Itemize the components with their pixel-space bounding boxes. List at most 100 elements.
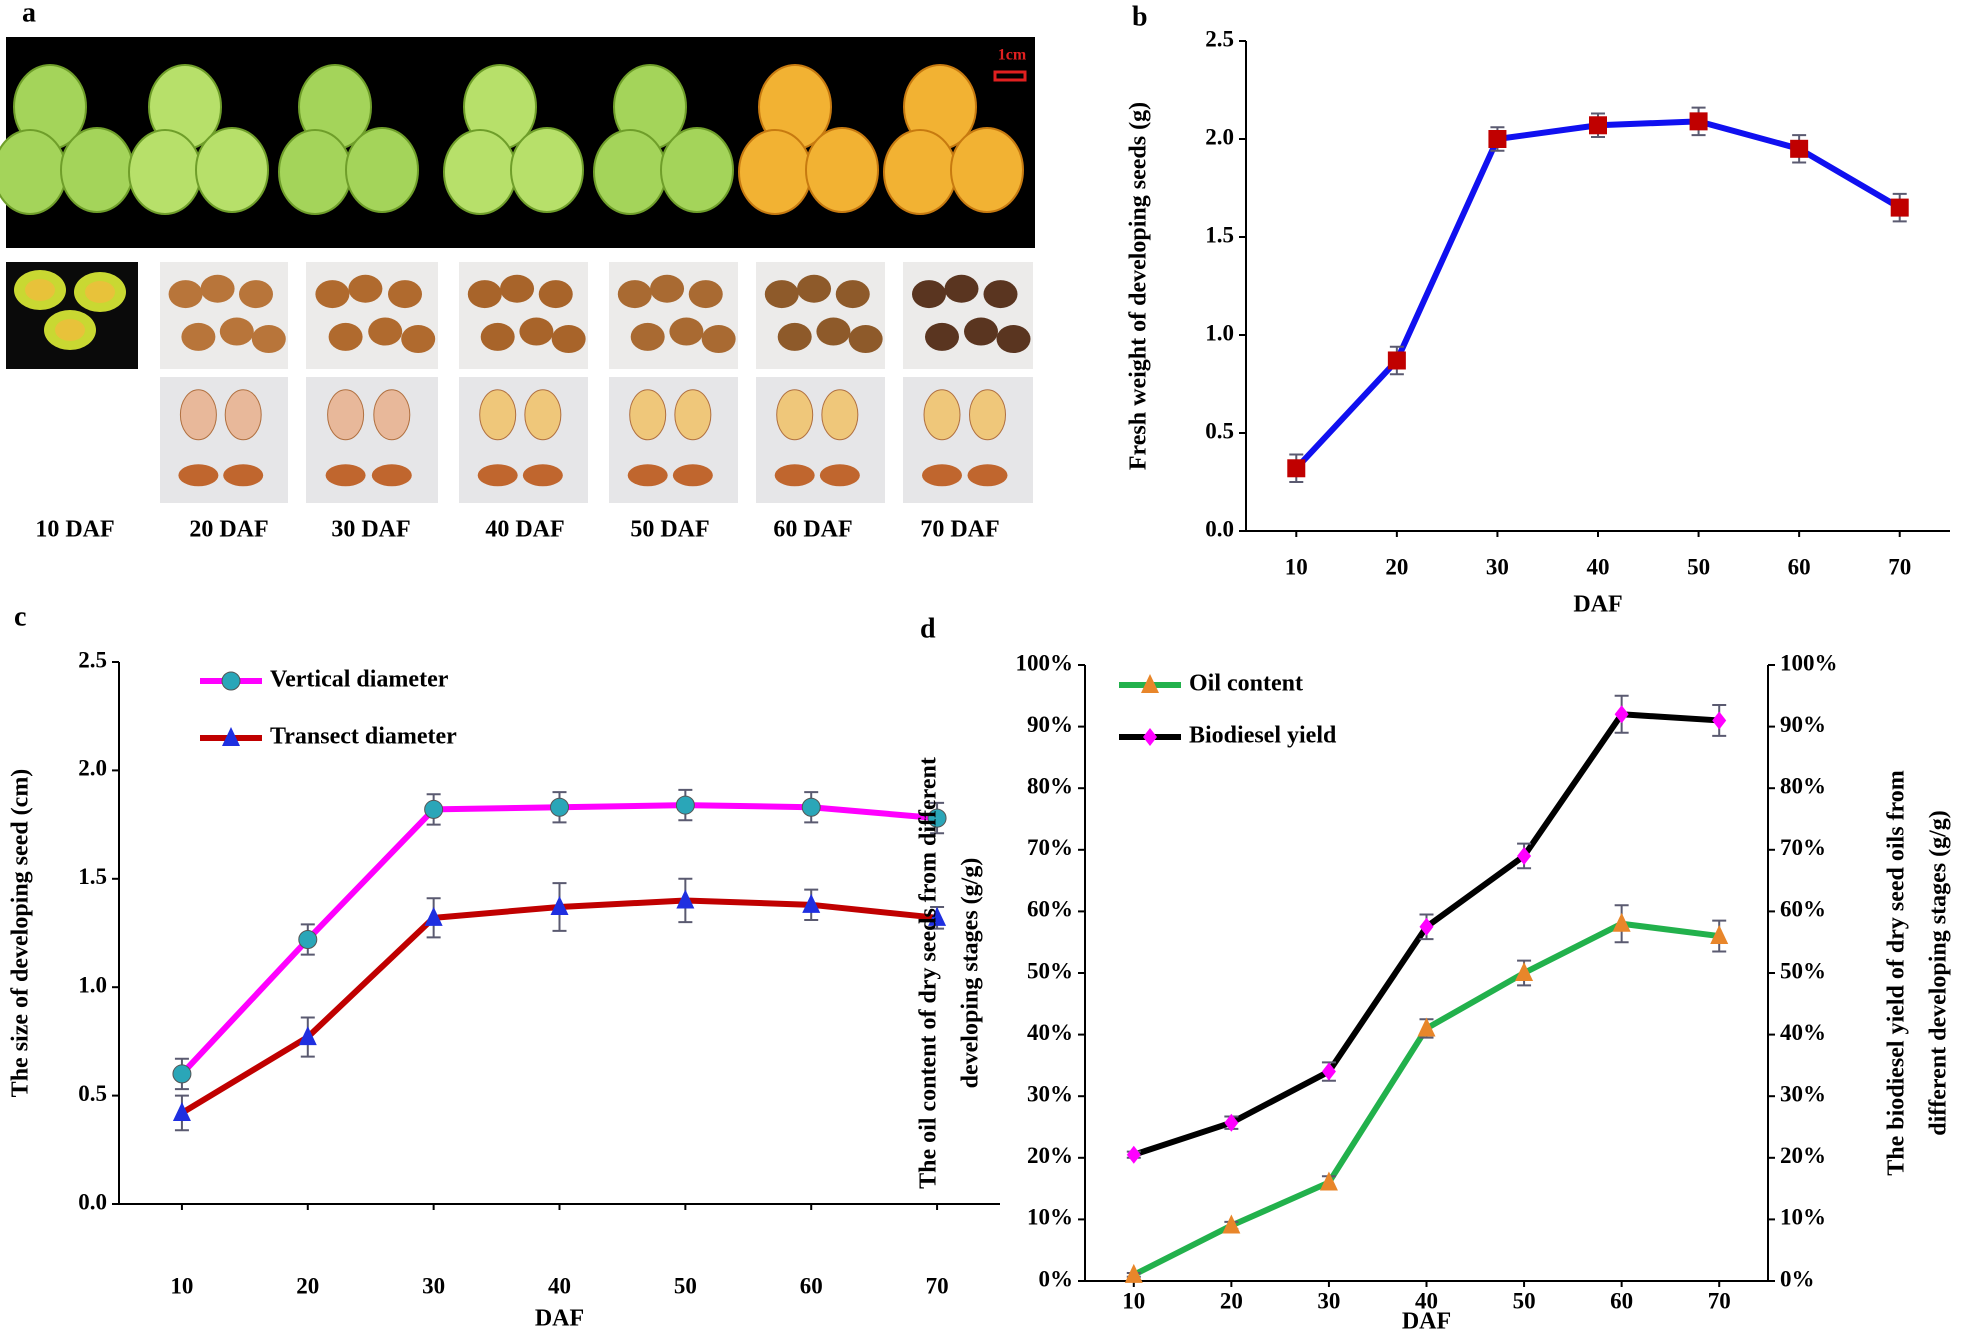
- marker: [1488, 130, 1507, 148]
- seed: [777, 322, 812, 351]
- fruit: [345, 127, 419, 213]
- x-tick-label: 10: [170, 1273, 193, 1298]
- marker: [1124, 1263, 1143, 1283]
- marker: [1387, 351, 1406, 370]
- kernel-half: [819, 464, 860, 487]
- y2-tick-label: 80%: [1780, 773, 1826, 798]
- y-axis-label: The oil content of dry seeds from differ…: [916, 757, 942, 1189]
- legend-label: Biodiesel yield: [1189, 723, 1337, 749]
- marker: [927, 808, 947, 828]
- seed: [996, 325, 1031, 354]
- seed: [797, 274, 832, 303]
- seed: [315, 280, 350, 309]
- y-tick-label: 2.5: [1205, 26, 1234, 51]
- y-axis-label: The size of developing seed (cm): [8, 769, 34, 1098]
- fruit: [660, 127, 734, 213]
- marker: [1321, 1062, 1336, 1081]
- seed: [200, 274, 235, 303]
- y2-axis-label: The biodiesel yield of dry seed oils fro…: [1884, 770, 1910, 1176]
- y-tick-label: 2.0: [78, 756, 107, 781]
- y-tick-label: 50%: [1027, 958, 1073, 983]
- seed: [168, 280, 203, 309]
- fruit: [195, 127, 269, 213]
- y-tick-label: 0.0: [1205, 516, 1234, 541]
- marker: [1126, 1145, 1141, 1164]
- seed: [519, 317, 554, 346]
- marker: [1589, 116, 1607, 135]
- stage-label: 60 DAF: [773, 517, 852, 543]
- x-tick-label: 60: [800, 1273, 823, 1298]
- seed: [480, 322, 515, 351]
- seed: [500, 274, 535, 303]
- x-tick-label: 10: [1285, 554, 1308, 579]
- kernel-half: [477, 464, 518, 487]
- stage-label: 20 DAF: [189, 517, 268, 543]
- marker: [172, 1064, 192, 1084]
- y-tick-label: 1.5: [78, 864, 107, 889]
- y2-tick-label: 10%: [1780, 1205, 1826, 1230]
- seed: [328, 322, 363, 351]
- marker: [801, 797, 821, 817]
- kernel: [969, 389, 1006, 441]
- x-axis-label: DAF: [535, 1306, 584, 1331]
- kernel-half: [522, 464, 563, 487]
- y-tick-label: 0.5: [1205, 418, 1234, 443]
- x-tick-label: 70: [926, 1273, 949, 1298]
- marker: [1790, 139, 1809, 158]
- series-line: [1132, 920, 1720, 1278]
- kernel-half: [967, 464, 1008, 487]
- stage-label: 50 DAF: [630, 517, 709, 543]
- seed: [925, 322, 959, 351]
- photo-kernels: [160, 377, 288, 503]
- y-tick-label: 10%: [1027, 1205, 1073, 1230]
- legend-label: Oil content: [1189, 671, 1303, 697]
- kernel: [327, 389, 365, 441]
- marker: [1222, 1214, 1241, 1234]
- seed: [848, 325, 883, 354]
- kernel-half: [371, 464, 412, 487]
- y2-tick-label: 20%: [1780, 1143, 1826, 1168]
- y-tick-label: 100%: [1016, 650, 1074, 675]
- panel-letter: a: [22, 0, 36, 28]
- y2-tick-label: 30%: [1780, 1081, 1826, 1106]
- x-tick-label: 50: [1513, 1288, 1536, 1313]
- seed: [650, 274, 685, 303]
- y-axis-label: Fresh weight of developing seeds (g): [1126, 102, 1152, 470]
- stage-label: 70 DAF: [920, 517, 999, 543]
- y-tick-label: 0.0: [78, 1189, 107, 1214]
- stage-label: 10 DAF: [35, 517, 114, 543]
- kernel: [373, 389, 411, 441]
- seed: [388, 280, 422, 309]
- y2-tick-label: 100%: [1780, 650, 1838, 675]
- kernel-half: [774, 464, 815, 487]
- x-tick-label: 60: [1788, 554, 1811, 579]
- fruit: [128, 129, 202, 215]
- seed: [617, 280, 652, 309]
- series-line: [179, 802, 938, 1076]
- marker: [1890, 198, 1909, 217]
- kernel-half: [627, 464, 668, 487]
- marker: [424, 799, 444, 819]
- marker: [802, 893, 821, 913]
- x-tick-label: 40: [1587, 554, 1610, 579]
- legend-label: Transect diameter: [270, 724, 457, 750]
- y-tick-label: 40%: [1027, 1020, 1073, 1045]
- kernel-half: [325, 464, 366, 487]
- seed: [835, 280, 870, 309]
- x-tick-label: 50: [1687, 554, 1710, 579]
- photo-kernels: [756, 377, 885, 503]
- kernel-half: [922, 464, 962, 487]
- marker: [1224, 1113, 1239, 1132]
- y-tick-label: 30%: [1027, 1081, 1073, 1106]
- marker: [1614, 705, 1629, 724]
- legend-label: Vertical diameter: [270, 667, 449, 693]
- x-tick-label: 40: [1415, 1288, 1438, 1313]
- fruit: [278, 129, 352, 215]
- marker: [1287, 459, 1306, 478]
- x-tick-label: 40: [548, 1273, 571, 1298]
- x-tick-label: 10: [1122, 1288, 1145, 1313]
- marker: [550, 797, 569, 817]
- fruit: [738, 129, 812, 215]
- seed: [701, 325, 736, 354]
- y-tick-label: 60%: [1027, 897, 1073, 922]
